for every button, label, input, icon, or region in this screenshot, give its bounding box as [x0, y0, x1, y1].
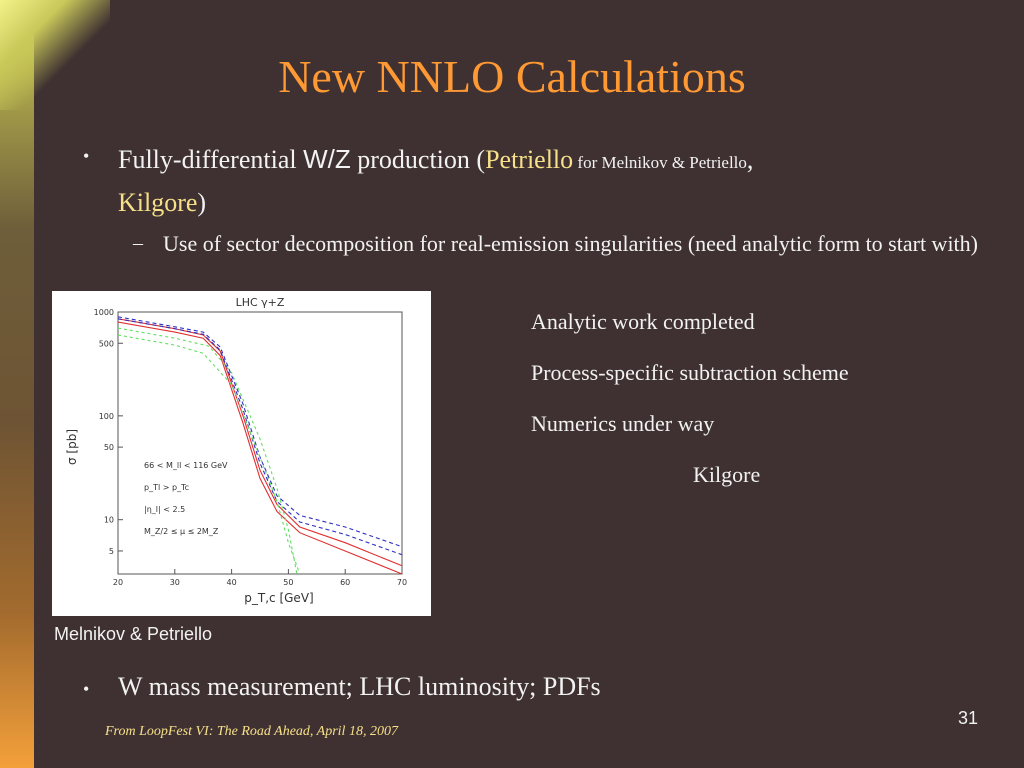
left-decorative-stripe — [0, 0, 34, 768]
plot-svg: LHC γ+Z p_T,c [GeV] σ [pb] 20 30 40 50 60 70 5… — [65, 296, 407, 605]
note-analytic-work: Analytic work completed — [531, 309, 755, 334]
series-line-2 — [117, 316, 403, 548]
y-tick-label-0: 5 — [109, 547, 114, 556]
note-attribution: Kilgore — [693, 462, 761, 487]
y-tick-label-1: 10 — [104, 516, 114, 525]
petriello-name: Petriello — [485, 145, 574, 174]
bullet-1-text-b: production ( — [350, 145, 486, 174]
y-tick-label-5: 1000 — [94, 308, 114, 317]
y-tick-label-4: 500 — [99, 339, 114, 348]
wz-label: W/Z — [303, 144, 351, 174]
x-axis-label: p_T,c [GeV] — [244, 591, 313, 605]
plot-legend: 66 < M_ll < 116 GeV p_Tl > p_Tc |η_l| < 2.… — [144, 461, 228, 536]
bullet-1-comma: , — [746, 145, 754, 174]
series-line-1 — [117, 321, 403, 575]
bullet-marker: • — [83, 146, 90, 166]
x-tick-label-0: 20 — [113, 578, 123, 587]
x-tick-label-3: 50 — [283, 578, 293, 587]
x-tick-label-5: 70 — [397, 578, 407, 587]
slide-title: New NNLO Calculations — [278, 51, 746, 102]
corner-highlight — [0, 0, 110, 110]
melnikov-petriello-note: for Melnikov & Petriello — [573, 153, 747, 172]
legend-entry-1: p_Tl > p_Tc — [144, 483, 189, 492]
note-numerics: Numerics under way — [531, 411, 715, 436]
bullet-1-close: ) — [197, 188, 207, 217]
y-tick-label-2: 50 — [104, 443, 114, 452]
legend-entry-0: 66 < M_ll < 116 GeV — [144, 461, 228, 470]
y-tick-label-3: 100 — [99, 412, 114, 421]
sub-bullet-1: Use of sector decomposition for real-emi… — [163, 231, 978, 256]
x-tick-label-2: 40 — [227, 578, 237, 587]
series-line-4 — [117, 334, 301, 575]
note-subtraction-scheme: Process-specific subtraction scheme — [531, 360, 849, 385]
bullet-2: W mass measurement; LHC luminosity; PDFs — [118, 672, 601, 701]
legend-entry-2: |η_l| < 2.5 — [144, 505, 185, 514]
plot-curves — [117, 316, 403, 575]
axis-ticks: 20 30 40 50 60 70 5 10 50 100 500 1000 — [94, 308, 407, 587]
x-tick-label-1: 30 — [170, 578, 180, 587]
page-number: 31 — [958, 708, 979, 728]
y-axis-label: σ [pb] — [65, 429, 79, 465]
footer: From LoopFest VI: The Road Ahead, April … — [105, 724, 398, 739]
x-tick-label-4: 60 — [340, 578, 350, 587]
legend-entry-3: M_Z/2 ≤ μ ≤ 2M_Z — [144, 527, 219, 536]
sub-bullet-marker: – — [133, 232, 143, 254]
figure-caption: Melnikov & Petriello — [54, 624, 213, 644]
bullet-marker: • — [83, 679, 90, 699]
kilgore-name: Kilgore — [118, 188, 198, 217]
bullet-1-text-a: Fully-differential — [118, 145, 304, 174]
bullet-1: Fully-differential W/Z production (Petri… — [118, 139, 998, 223]
series-line-5 — [117, 327, 298, 575]
plot-frame — [117, 311, 403, 575]
cross-section-plot: LHC γ+Z p_T,c [GeV] σ [pb] 20 30 40 50 60 70 5… — [52, 291, 431, 616]
chart-title: LHC γ+Z — [236, 296, 285, 309]
series-line-3 — [117, 318, 403, 556]
